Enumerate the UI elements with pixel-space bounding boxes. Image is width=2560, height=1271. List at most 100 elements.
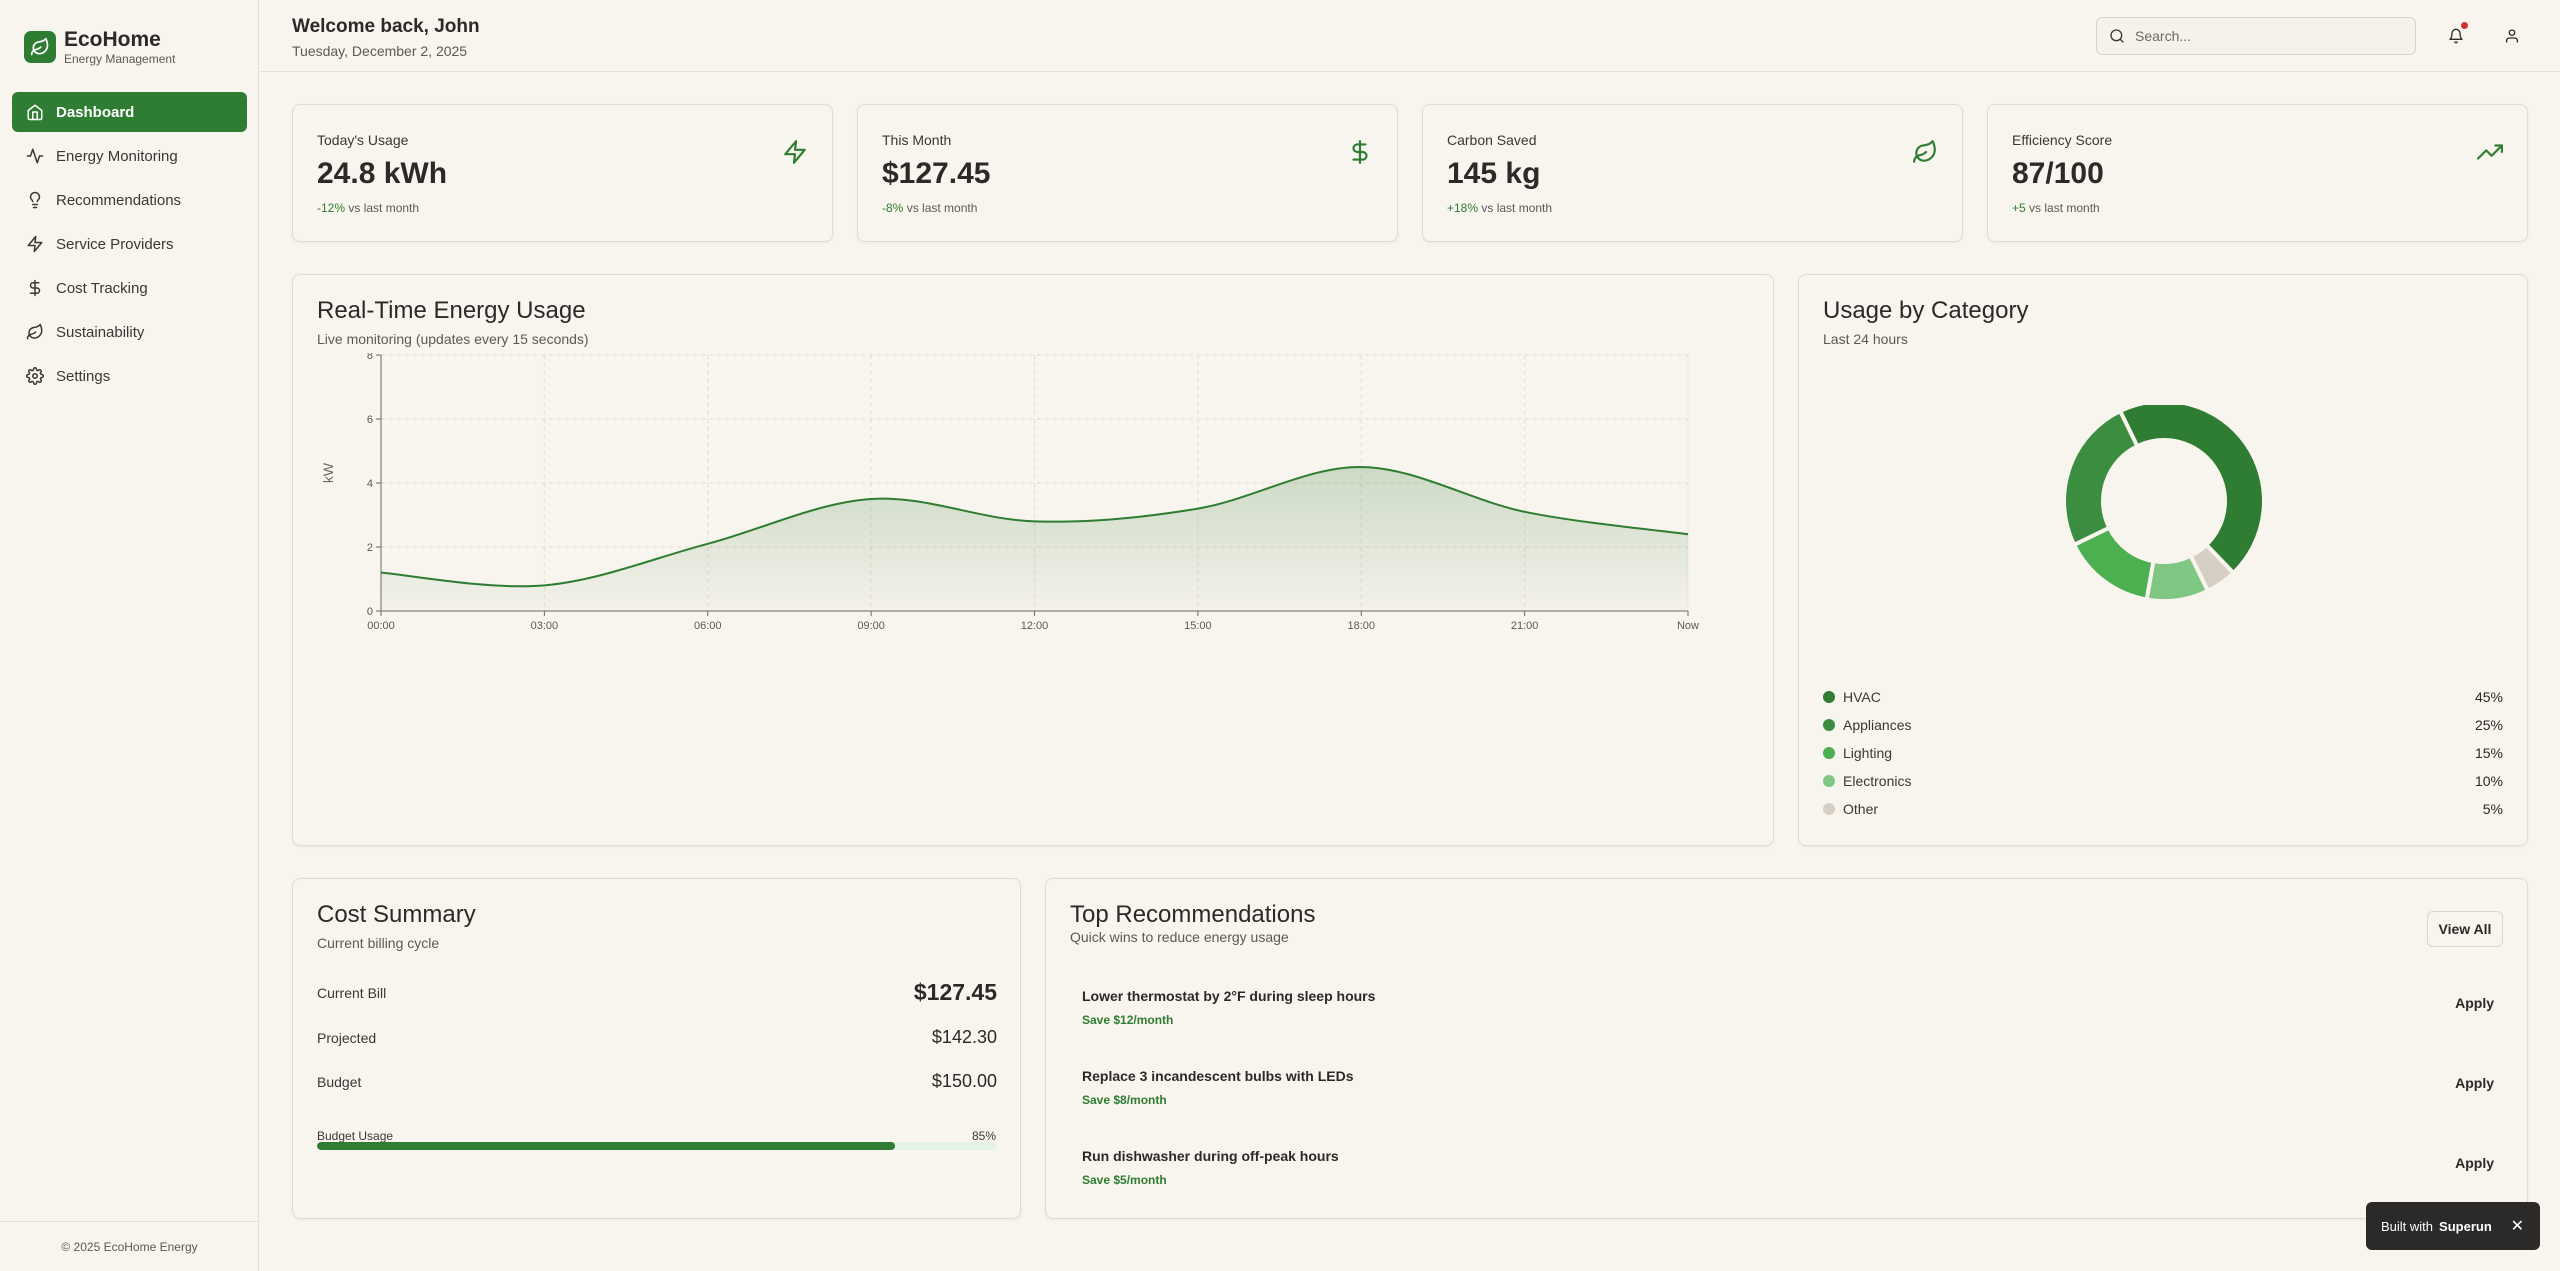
stat-change-suffix: vs last month bbox=[348, 201, 420, 215]
dollar-icon bbox=[1352, 140, 1368, 164]
x-tick-label: 06:00 bbox=[694, 620, 722, 632]
legend-label: HVAC bbox=[1843, 689, 1881, 705]
budget-usage-fill bbox=[317, 1142, 895, 1150]
stat-change-value: +18% bbox=[1447, 201, 1479, 215]
legend-swatch bbox=[1823, 691, 1835, 703]
sidebar-item-energy-monitoring[interactable]: Energy Monitoring bbox=[12, 136, 247, 176]
built-with-toast[interactable]: Built with Superun ✕ bbox=[2366, 1202, 2540, 1250]
notification-dot bbox=[2461, 22, 2468, 29]
sidebar-item-dashboard[interactable]: Dashboard bbox=[12, 92, 247, 132]
sidebar-item-label: Settings bbox=[56, 367, 111, 385]
recommendation-title: Lower thermostat by 2°F during sleep hou… bbox=[1082, 988, 1376, 1004]
legend-label: Electronics bbox=[1843, 773, 1912, 789]
sidebar-footer: © 2025 EcoHome Energy bbox=[0, 1221, 259, 1271]
search-input[interactable] bbox=[2135, 28, 2395, 44]
legend-item-electronics: Electronics 10% bbox=[1823, 767, 2503, 795]
stat-change-value: -12% bbox=[317, 201, 346, 215]
sidebar-item-label: Cost Tracking bbox=[56, 279, 148, 297]
legend-value: 45% bbox=[2474, 689, 2503, 705]
realtime-usage-card: Real-Time Energy Usage Live monitoring (… bbox=[292, 274, 1774, 846]
sidebar-item-recommendations[interactable]: Recommendations bbox=[12, 180, 247, 220]
sidebar-item-label: Energy Monitoring bbox=[56, 147, 178, 165]
cost-subtitle: Current billing cycle bbox=[317, 935, 440, 951]
budget-value: $150.00 bbox=[931, 1071, 997, 1091]
projected-value: $142.30 bbox=[931, 1027, 997, 1047]
donut-slice-appliances[interactable] bbox=[2062, 408, 2140, 548]
x-tick-label: 21:00 bbox=[1511, 620, 1539, 632]
sidebar-item-service-providers[interactable]: Service Providers bbox=[12, 224, 247, 264]
recommendation-title: Run dishwasher during off-peak hours bbox=[1082, 1148, 1339, 1164]
projected-row: Projected $142.30 bbox=[317, 1027, 997, 1048]
usage-by-category-card: Usage by Category Last 24 hours HVAC 45%… bbox=[1798, 274, 2528, 846]
gear-icon bbox=[26, 367, 44, 385]
view-all-button[interactable]: View All bbox=[2427, 911, 2503, 947]
budget-label: Budget bbox=[317, 1073, 362, 1090]
x-tick-label: Now bbox=[1677, 620, 1699, 632]
stat-change: -8% vs last month bbox=[882, 201, 977, 215]
legend-value: 5% bbox=[2482, 801, 2503, 817]
apply-button[interactable]: Apply bbox=[2455, 1075, 2494, 1091]
stat-change-suffix: vs last month bbox=[1481, 201, 1553, 215]
realtime-subtitle: Live monitoring (updates every 15 second… bbox=[317, 331, 589, 347]
y-tick-label: 6 bbox=[367, 414, 373, 426]
brand-logo bbox=[24, 31, 56, 63]
search-box[interactable] bbox=[2096, 17, 2416, 55]
welcome-message: Welcome back, John bbox=[292, 16, 480, 37]
donut-slice-hvac[interactable] bbox=[2117, 405, 2266, 576]
stat-label: Today's Usage bbox=[317, 132, 409, 148]
apply-button[interactable]: Apply bbox=[2455, 1155, 2494, 1171]
y-tick-label: 4 bbox=[367, 478, 373, 490]
user-icon bbox=[2506, 29, 2518, 43]
cost-title: Cost Summary bbox=[317, 901, 476, 928]
apply-button[interactable]: Apply bbox=[2455, 995, 2494, 1011]
current-date: Tuesday, December 2, 2025 bbox=[292, 43, 468, 59]
budget-row: Budget $150.00 bbox=[317, 1071, 997, 1092]
brand[interactable]: EcoHome Energy Management bbox=[24, 28, 175, 66]
category-title: Usage by Category bbox=[1823, 297, 2029, 324]
leaf-icon bbox=[1913, 140, 1936, 163]
x-tick-label: 15:00 bbox=[1184, 620, 1212, 632]
realtime-usage-chart: 0 2 4 6 8 00:00 03:00 06:00 09:00 12:00 15:00 18:00… bbox=[320, 353, 1699, 632]
sidebar-item-label: Recommendations bbox=[56, 191, 182, 209]
realtime-title: Real-Time Energy Usage bbox=[317, 297, 586, 324]
bell-icon bbox=[2449, 28, 2463, 44]
recommendation-item: Lower thermostat by 2°F during sleep hou… bbox=[1070, 975, 2510, 1039]
stat-label: This Month bbox=[882, 132, 952, 148]
stat-card-todays-usage: Today's Usage 24.8 kWh -12% vs last mont… bbox=[292, 104, 833, 242]
x-tick-label: 18:00 bbox=[1347, 620, 1375, 632]
legend-label: Appliances bbox=[1843, 717, 1912, 733]
x-tick-label: 09:00 bbox=[857, 620, 885, 632]
stat-value: 145 kg bbox=[1447, 157, 1541, 190]
stat-change-value: +5 bbox=[2012, 201, 2026, 215]
notifications-button[interactable] bbox=[2442, 22, 2470, 50]
y-axis-label: kW bbox=[320, 462, 336, 483]
recommendation-savings: Save $12/month bbox=[1082, 1013, 1174, 1027]
legend-item-hvac: HVAC 45% bbox=[1823, 683, 2503, 711]
stat-change-value: -8% bbox=[882, 201, 904, 215]
toast-prefix: Built with bbox=[2381, 1218, 2434, 1234]
sidebar: EcoHome Energy Management Dashboard Ener… bbox=[0, 0, 259, 1271]
sidebar-nav: Dashboard Energy Monitoring Recommendati… bbox=[12, 92, 247, 400]
y-tick-label: 0 bbox=[367, 606, 373, 618]
budget-usage-label: Budget Usage bbox=[317, 1129, 394, 1143]
stat-card-efficiency-score: Efficiency Score 87/100 +5 vs last month bbox=[1987, 104, 2528, 242]
recommendation-savings: Save $8/month bbox=[1082, 1093, 1167, 1107]
y-tick-label: 2 bbox=[367, 542, 373, 554]
stat-label: Carbon Saved bbox=[1447, 132, 1537, 148]
category-legend: HVAC 45% Appliances 25% Lighting 15% Ele… bbox=[1823, 683, 2503, 823]
legend-swatch bbox=[1823, 747, 1835, 759]
sidebar-item-settings[interactable]: Settings bbox=[12, 356, 247, 396]
recommendation-savings: Save $5/month bbox=[1082, 1173, 1167, 1187]
sidebar-item-label: Service Providers bbox=[56, 235, 174, 253]
stat-value: 24.8 kWh bbox=[317, 157, 448, 190]
leaf-icon bbox=[26, 323, 43, 340]
stat-label: Efficiency Score bbox=[2012, 132, 2113, 148]
user-menu-button[interactable] bbox=[2498, 22, 2526, 50]
x-tick-label: 00:00 bbox=[367, 620, 395, 632]
legend-item-other: Other 5% bbox=[1823, 795, 2503, 823]
recommendation-item: Replace 3 incandescent bulbs with LEDs S… bbox=[1070, 1055, 2510, 1119]
close-icon[interactable]: ✕ bbox=[2510, 1218, 2524, 1235]
stat-change-suffix: vs last month bbox=[906, 201, 978, 215]
sidebar-item-sustainability[interactable]: Sustainability bbox=[12, 312, 247, 352]
sidebar-item-cost-tracking[interactable]: Cost Tracking bbox=[12, 268, 247, 308]
